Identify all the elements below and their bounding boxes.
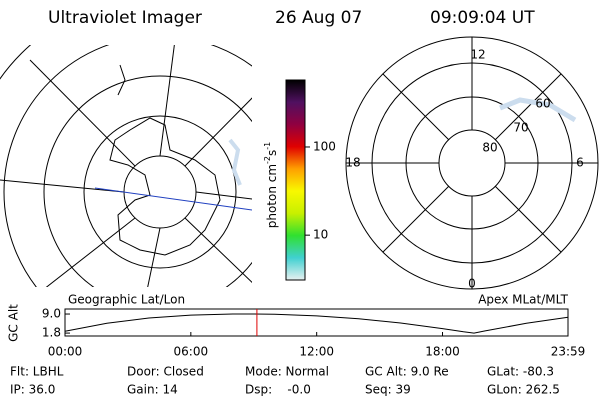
colorbar-tick-label: 10 — [313, 228, 328, 242]
mlt-label: 0 — [468, 277, 476, 291]
label-part: -1 — [263, 142, 272, 150]
polar-grid — [345, 36, 599, 290]
x-tick-label: 18:00 — [425, 345, 460, 359]
info-field: Flt: LBHL — [10, 365, 64, 379]
mlat-label: 60 — [535, 97, 550, 111]
title: Ultraviolet Imager — [48, 8, 202, 28]
info-field: Mode: Normal — [245, 365, 329, 379]
info-field: GLon: 262.5 — [487, 383, 560, 397]
time: 09:09:04 UT — [430, 8, 535, 28]
mlt-label: 12 — [470, 48, 485, 62]
colorbar — [285, 79, 306, 281]
mlt-label: 18 — [345, 156, 360, 170]
mlt-label: 6 — [576, 156, 584, 170]
y-tick-label: 9.0 — [42, 307, 61, 321]
info-field: GLat: -80.3 — [487, 365, 554, 379]
geo-map — [0, 45, 252, 287]
panel-title: Geographic Lat/Lon — [68, 293, 185, 307]
info-field: GC Alt: 9.0 Re — [365, 365, 449, 379]
alt-plot-frame — [64, 308, 569, 337]
mlat-label: 70 — [513, 121, 528, 135]
colorbar-tick-label: 100 — [313, 139, 336, 153]
label-part: -2 — [263, 156, 272, 164]
info-field: Door: Closed — [127, 365, 204, 379]
info-field: Dsp: -0.0 — [245, 383, 311, 397]
panel-title: Apex MLat/MLT — [478, 293, 568, 307]
date: 26 Aug 07 — [275, 8, 362, 28]
colorbar-label: photon cm-2s-1 — [263, 142, 279, 229]
info-field: Gain: 14 — [127, 383, 178, 397]
alt-line — [64, 313, 569, 334]
y-tick-label: 1.8 — [42, 326, 61, 340]
mlat-label: 80 — [482, 141, 497, 155]
info-field: Seq: 39 — [365, 383, 411, 397]
x-tick-label: 12:00 — [299, 345, 334, 359]
info-field: IP: 36.0 — [10, 383, 55, 397]
x-tick-label: 23:59 — [551, 345, 586, 359]
x-tick-label: 06:00 — [174, 345, 209, 359]
label-part: photon cm — [265, 164, 279, 228]
x-tick-label: 00:00 — [48, 345, 83, 359]
label-part: s — [265, 150, 279, 156]
y-label: GC Alt — [7, 304, 21, 342]
